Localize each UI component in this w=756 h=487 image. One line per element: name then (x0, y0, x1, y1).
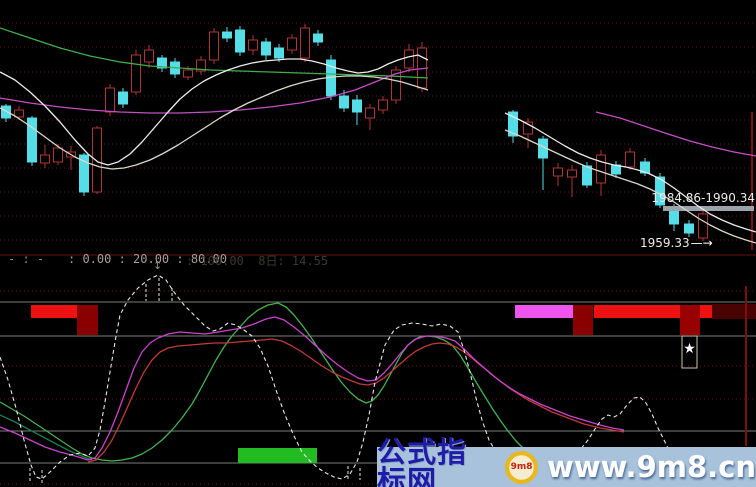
candle-body (567, 169, 577, 178)
watermark-url[interactable]: www.9m8.cn (547, 449, 756, 484)
signal-block (573, 305, 593, 335)
candle-body (339, 95, 349, 109)
right-arrow-icon: —→ (690, 236, 713, 250)
candle-body (655, 176, 665, 206)
candle-body (183, 69, 193, 78)
candle-body (300, 27, 310, 59)
candle-body (261, 41, 271, 56)
candle-body (508, 111, 518, 137)
watermark-bar: 公式指标网 9m8 www.9m8.cn (377, 438, 756, 487)
candle-body (235, 29, 245, 53)
d-magenta (0, 316, 625, 461)
candle-body (209, 31, 219, 61)
candle-body (222, 31, 232, 39)
site-logo-icon: 9m8 (505, 450, 539, 484)
site-logo-text: 9m8 (510, 461, 533, 472)
candle-body (131, 54, 141, 93)
signal-block (594, 305, 680, 318)
candle-body (248, 39, 258, 51)
dea-red (87, 338, 625, 463)
slow-green-2 (0, 414, 93, 461)
ma-white-fast-right (504, 112, 756, 233)
candle-body (274, 47, 284, 59)
candle-body (157, 57, 167, 69)
candle-body (1, 105, 11, 119)
ma-white-fast (0, 54, 429, 166)
candle-body (144, 49, 154, 63)
candle-body (53, 147, 63, 163)
candle-body (40, 154, 50, 164)
signal-block (680, 305, 700, 335)
candle-body (684, 223, 694, 234)
candle-body (625, 151, 635, 168)
candle-body (582, 165, 592, 186)
support-price-value: 1959.33 (640, 236, 690, 250)
indicator-params-dim: : 100.00 8日: 14.55 (186, 254, 329, 268)
resistance-range-label: 1984.86-1990.34 (651, 191, 755, 205)
signal-block (515, 305, 573, 318)
candle-body (391, 69, 401, 101)
indicator-header-left: - : - (8, 252, 45, 266)
signal-block (77, 305, 98, 335)
candle-body (118, 91, 128, 105)
ma-green-slow (0, 27, 429, 79)
ma-white-slow (0, 75, 429, 170)
indicator-params: : 0.00 : 20.00 : 80.00 (68, 252, 227, 266)
pane-splitter-handle[interactable]: ↕ (153, 259, 163, 272)
ma-white-slow-right (504, 129, 756, 244)
j-white-dashed (0, 274, 695, 480)
candle-body (596, 154, 606, 184)
ma-magenta-right (595, 111, 756, 157)
candle-body (365, 107, 375, 119)
watermark-site-name: 公式指标网 (377, 435, 468, 487)
candle-body (378, 99, 388, 111)
signal-block (31, 305, 77, 318)
candle-body (105, 87, 115, 113)
resistance-zone-bar (663, 206, 754, 211)
candle-body (352, 99, 362, 113)
support-price-label: 1959.33—→ (640, 236, 713, 250)
candle-body (79, 154, 89, 193)
candle-body (14, 109, 24, 118)
candle-body (698, 213, 708, 239)
candle-body (523, 121, 533, 135)
candle-body (27, 117, 37, 163)
candle-body (196, 59, 206, 72)
signal-block (700, 305, 712, 318)
candle-body (313, 33, 323, 43)
candle-body (404, 49, 414, 69)
candle-body (553, 167, 563, 177)
k-green (0, 302, 640, 471)
star-marker: ★ (683, 341, 696, 357)
star-signal-box (681, 335, 698, 369)
ma-magenta (0, 67, 429, 114)
candle-body (287, 37, 297, 51)
signal-block (712, 304, 756, 319)
candle-body (92, 127, 102, 193)
signal-block (238, 448, 317, 463)
